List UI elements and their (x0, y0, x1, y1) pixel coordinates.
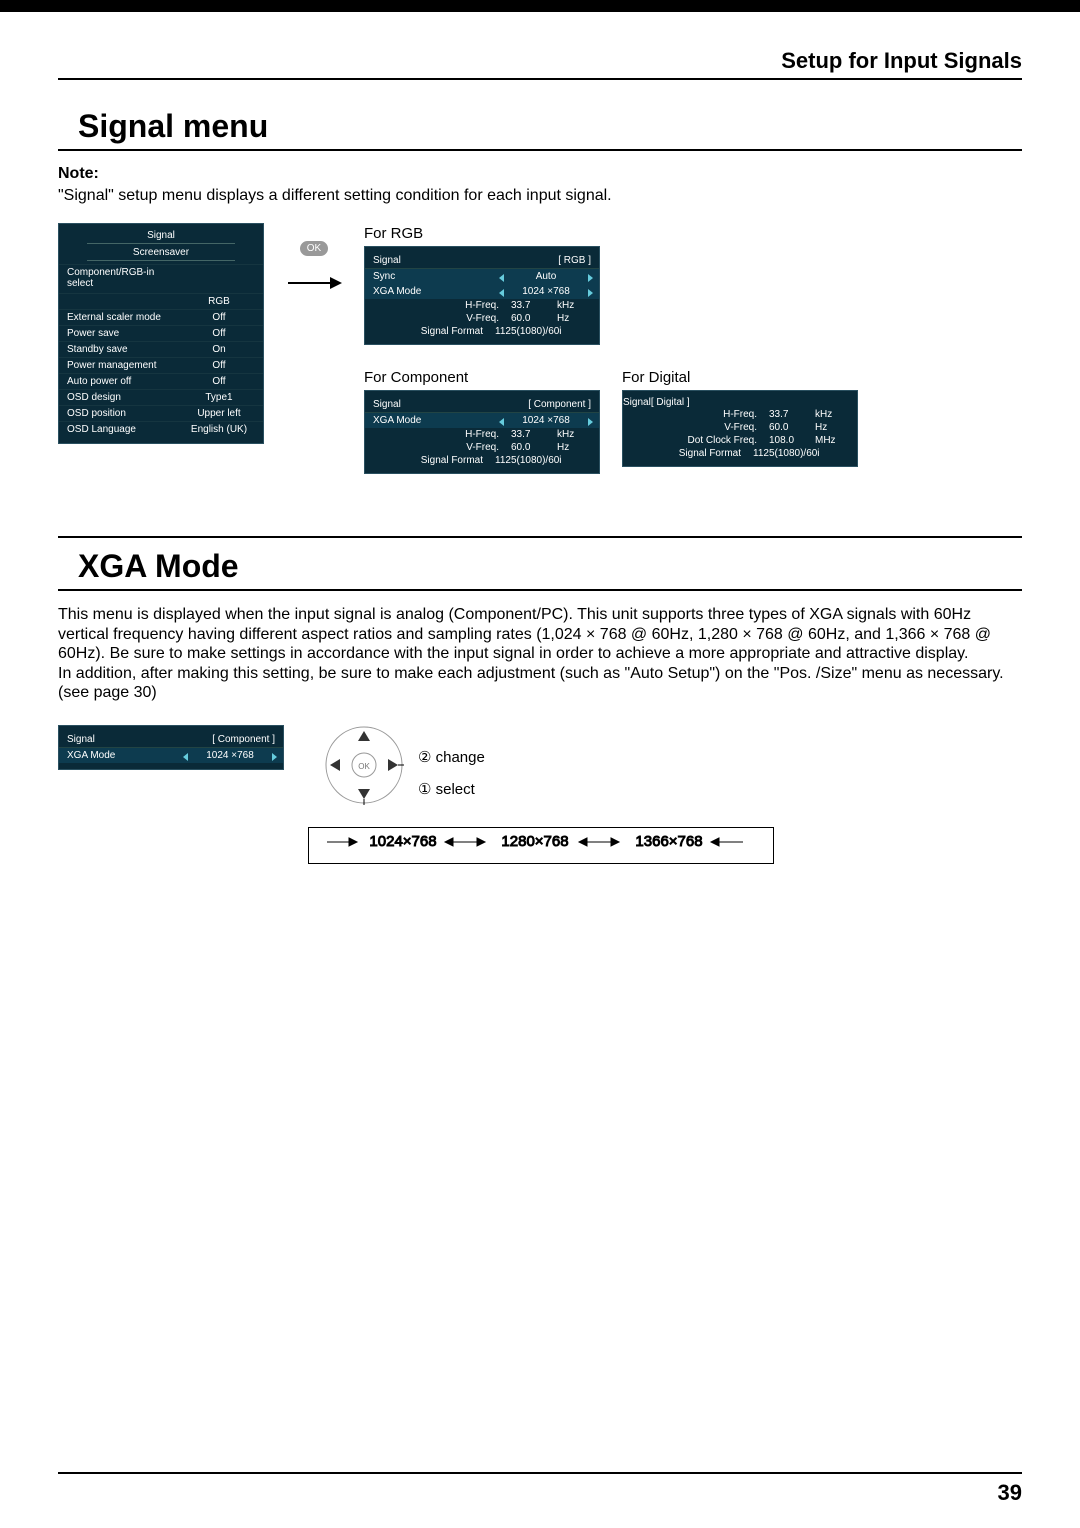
page-number: 39 (998, 1480, 1022, 1506)
info-row: Signal Format1125(1080)/60i (623, 447, 857, 460)
section-header: Setup for Input Signals (58, 48, 1022, 80)
svg-text:1366×768: 1366×768 (635, 833, 702, 850)
title-xga-mode: XGA Mode (78, 548, 1022, 585)
xga-panel: Signal [ Component ] XGA Mode1024 ×768 (58, 725, 284, 770)
panel-tag: [ Component ] (528, 399, 591, 410)
info-row: V-Freq.60.0Hz (623, 421, 857, 434)
rgb-panel: Signal [ RGB ] SyncAuto XGA Mode1024 ×768… (364, 246, 600, 345)
info-row: Signal Format1125(1080)/60i (365, 454, 599, 467)
menu-row[interactable]: OSD positionUpper left (59, 405, 263, 421)
digital-panel: Signal[ Digital ] H-Freq.33.7kHz V-Freq.… (622, 390, 858, 467)
menu-row[interactable]: RGB (59, 293, 263, 309)
component-panel: Signal [ Component ] XGA Mode1024 ×768 H-… (364, 390, 600, 474)
panel-head: Signal (373, 399, 401, 410)
panel-title: Signal (87, 230, 235, 244)
panel-head: Signal (623, 397, 651, 408)
main-menu-panel: Signal Screensaver Component/RGB-in sele… (58, 223, 264, 444)
svg-text:1024×768: 1024×768 (369, 833, 436, 850)
info-row: V-Freq.60.0Hz (365, 441, 599, 454)
dpad-icon: OK (324, 725, 404, 805)
ok-button-icon: OK (300, 241, 328, 256)
info-row: H-Freq.33.7kHz (365, 299, 599, 312)
svg-text:OK: OK (358, 762, 370, 771)
sel-row[interactable]: SyncAuto (365, 269, 599, 284)
caption-component: For Component (364, 369, 600, 386)
caption-digital: For Digital (622, 369, 858, 386)
info-row: Signal Format1125(1080)/60i (365, 325, 599, 338)
panel-tag: [ Component ] (212, 734, 275, 745)
info-row: Dot Clock Freq.108.0MHz (623, 434, 857, 447)
menu-row[interactable]: Power managementOff (59, 357, 263, 373)
menu-row[interactable]: External scaler modeOff (59, 309, 263, 325)
panel-head: Signal (373, 255, 401, 266)
dpad-labels: ② change ① select (418, 732, 485, 798)
menu-row[interactable]: Auto power offOff (59, 373, 263, 389)
panel-head: Signal (67, 734, 95, 745)
info-row: H-Freq.33.7kHz (623, 408, 857, 421)
menu-row[interactable]: OSD LanguageEnglish (UK) (59, 421, 263, 437)
arrow-right-icon (286, 268, 342, 298)
svg-text:1280×768: 1280×768 (501, 833, 568, 850)
xga-paragraph: This menu is displayed when the input si… (58, 605, 1022, 703)
note-label: Note: (58, 165, 1022, 183)
menu-row[interactable]: Standby saveOn (59, 341, 263, 357)
sel-row[interactable]: XGA Mode1024 ×768 (365, 413, 599, 428)
sel-row[interactable]: XGA Mode1024 ×768 (365, 284, 599, 299)
info-row: V-Freq.60.0Hz (365, 312, 599, 325)
info-row: H-Freq.33.7kHz (365, 428, 599, 441)
sel-row[interactable]: XGA Mode1024 ×768 (59, 748, 283, 763)
menu-row[interactable]: Power saveOff (59, 325, 263, 341)
menu-row[interactable]: OSD designType1 (59, 389, 263, 405)
panel-sub: Screensaver (87, 247, 235, 261)
caption-rgb: For RGB (364, 225, 1022, 242)
note-text: "Signal" setup menu displays a different… (58, 187, 1022, 205)
panel-tag: [ Digital ] (651, 397, 690, 408)
menu-row[interactable]: Component/RGB-in select (59, 264, 263, 293)
title-signal-menu: Signal menu (78, 108, 1022, 145)
panel-tag: [ RGB ] (558, 255, 591, 266)
mode-cycle: 1024×768 1280×768 1366×768 (308, 827, 1022, 864)
